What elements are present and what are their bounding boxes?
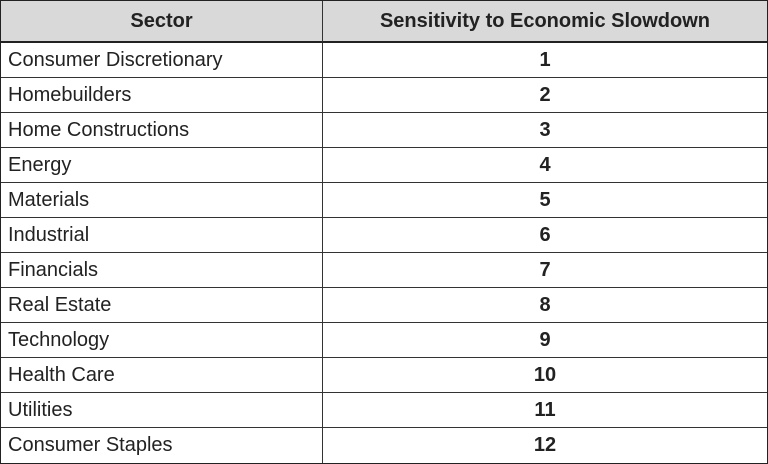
sensitivity-rank: 6 — [323, 218, 767, 253]
sensitivity-rank: 3 — [323, 113, 767, 148]
header-cell: Sector — [1, 1, 323, 43]
sector-name: Materials — [1, 183, 323, 218]
sector-name: Utilities — [1, 393, 323, 428]
header-cell: Sensitivity to Economic Slowdown — [323, 1, 767, 43]
sector-name: Real Estate — [1, 288, 323, 323]
sensitivity-rank: 2 — [323, 78, 767, 113]
sensitivity-rank: 1 — [323, 43, 767, 78]
sensitivity-rank: 9 — [323, 323, 767, 358]
sector-name: Homebuilders — [1, 78, 323, 113]
sensitivity-rank: 12 — [533, 434, 557, 456]
sensitivity-rank: 4 — [323, 148, 767, 183]
sensitivity-rank: 11 — [323, 393, 767, 428]
sensitivity-rank: 8 — [323, 288, 767, 323]
sector-name: Technology — [1, 323, 323, 358]
sensitivity-rank: 10 — [323, 358, 767, 393]
sector-name: Financials — [1, 253, 323, 288]
sector-name: Industrial — [1, 218, 323, 253]
sector-name: Health Care — [1, 358, 323, 393]
sensitivity-rank: 5 — [323, 183, 767, 218]
sector-name: Home Constructions — [1, 113, 323, 148]
sector-name: Consumer Discretionary — [1, 43, 323, 78]
sensitivity-rank: 7 — [323, 253, 767, 288]
sector-name: Energy — [1, 148, 323, 183]
sector-name: Consumer Staples — [1, 428, 323, 463]
